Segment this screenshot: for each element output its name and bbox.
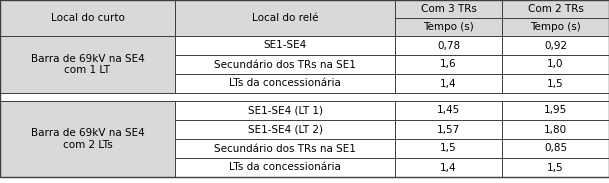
- Bar: [395, 139, 502, 158]
- Text: LTs da concessionária: LTs da concessionária: [229, 79, 341, 89]
- Text: SE1-SE4 (LT 2): SE1-SE4 (LT 2): [247, 124, 323, 135]
- Bar: [395, 0, 502, 18]
- Bar: [395, 18, 502, 36]
- Text: Com 2 TRs: Com 2 TRs: [527, 4, 583, 14]
- Bar: [395, 36, 502, 55]
- Text: 1,57: 1,57: [437, 124, 460, 135]
- Text: Local do curto: Local do curto: [51, 13, 124, 23]
- Bar: [175, 158, 395, 177]
- Text: 1,80: 1,80: [544, 124, 567, 135]
- Text: SE1-SE4: SE1-SE4: [263, 40, 306, 51]
- Bar: [175, 36, 395, 55]
- Text: 1,5: 1,5: [547, 163, 564, 173]
- Bar: [502, 101, 609, 120]
- Bar: [502, 36, 609, 55]
- Text: 1,45: 1,45: [437, 106, 460, 115]
- Bar: [175, 120, 395, 139]
- Text: Com 3 TRs: Com 3 TRs: [421, 4, 476, 14]
- Text: 1,0: 1,0: [547, 59, 564, 70]
- Text: Barra de 69kV na SE4
com 1 LT: Barra de 69kV na SE4 com 1 LT: [30, 54, 144, 75]
- Bar: [502, 139, 609, 158]
- Text: LTs da concessionária: LTs da concessionária: [229, 163, 341, 173]
- Bar: [502, 0, 609, 18]
- Text: 1,6: 1,6: [440, 59, 457, 70]
- Text: 1,5: 1,5: [547, 79, 564, 89]
- Bar: [395, 158, 502, 177]
- Bar: [395, 74, 502, 93]
- Bar: [502, 74, 609, 93]
- Text: Tempo (s): Tempo (s): [530, 22, 581, 32]
- Bar: [0, 36, 175, 93]
- Bar: [395, 101, 502, 120]
- Bar: [0, 0, 175, 36]
- Bar: [0, 101, 175, 177]
- Bar: [0, 93, 609, 101]
- Text: 0,92: 0,92: [544, 40, 567, 51]
- Bar: [175, 55, 395, 74]
- Text: Tempo (s): Tempo (s): [423, 22, 474, 32]
- Bar: [175, 74, 395, 93]
- Bar: [395, 120, 502, 139]
- Text: Secundário dos TRs na SE1: Secundário dos TRs na SE1: [214, 59, 356, 70]
- Text: SE1-SE4 (LT 1): SE1-SE4 (LT 1): [247, 106, 323, 115]
- Bar: [502, 120, 609, 139]
- Text: 0,78: 0,78: [437, 40, 460, 51]
- Text: Secundário dos TRs na SE1: Secundário dos TRs na SE1: [214, 143, 356, 154]
- Bar: [502, 158, 609, 177]
- Text: 1,4: 1,4: [440, 79, 457, 89]
- Bar: [502, 55, 609, 74]
- Text: 1,95: 1,95: [544, 106, 567, 115]
- Bar: [175, 139, 395, 158]
- Text: Local do relé: Local do relé: [252, 13, 319, 23]
- Bar: [175, 0, 395, 36]
- Text: 1,4: 1,4: [440, 163, 457, 173]
- Bar: [395, 55, 502, 74]
- Text: 1,5: 1,5: [440, 143, 457, 154]
- Bar: [502, 18, 609, 36]
- Text: Barra de 69kV na SE4
com 2 LTs: Barra de 69kV na SE4 com 2 LTs: [30, 128, 144, 150]
- Text: 0,85: 0,85: [544, 143, 567, 154]
- Bar: [175, 101, 395, 120]
